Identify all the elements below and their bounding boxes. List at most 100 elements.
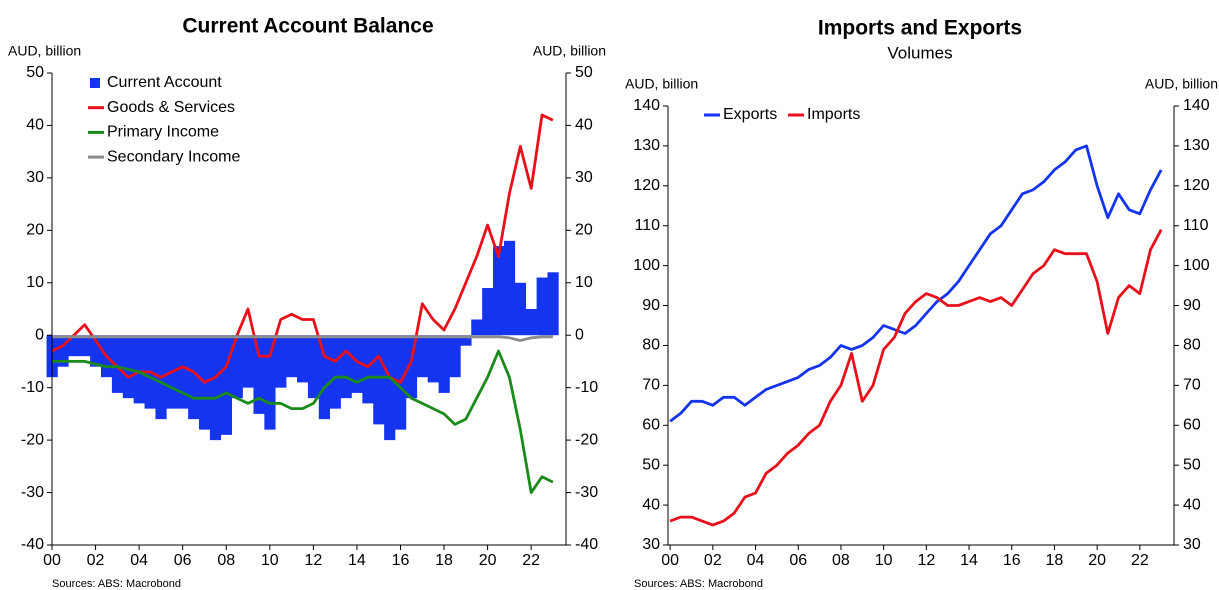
bar [525,309,537,336]
source: Sources: ABS: Macrobond [52,578,181,590]
bar [57,335,69,367]
y2-tick-label: 60 [1183,416,1201,433]
x-tick-label: 22 [1131,552,1149,569]
y2-tick-label: 50 [575,64,593,81]
y2-tick-label: 40 [1183,496,1201,513]
bar [253,335,265,414]
y-tick-label: 20 [26,222,44,239]
y2-axis-label: AUD, billion [533,43,606,59]
y2-tick-label: 40 [575,117,593,134]
x-tick-label: 04 [747,552,765,569]
y2-tick-label: 50 [1183,456,1201,473]
bar [79,335,91,357]
bar [329,335,341,409]
y-tick-label: 0 [35,326,44,343]
y-tick-label: 130 [633,137,660,154]
bar [362,335,374,404]
legend-label: Current Account [107,74,222,91]
y2-tick-label: -20 [575,431,598,448]
y-tick-label: 50 [26,64,44,81]
x-tick-label: 00 [43,552,61,569]
bar [449,335,461,378]
bar [242,335,254,388]
bar [438,335,450,393]
legend-label: Primary Income [107,124,219,141]
bar [373,335,385,425]
bar [493,246,505,336]
x-tick-label: 06 [174,552,192,569]
y-tick-label: -10 [21,379,44,396]
y2-tick-label: -40 [575,536,598,553]
x-tick-label: 08 [832,552,850,569]
bar [297,335,309,383]
y-tick-label: 40 [26,117,44,134]
bar [503,240,516,336]
y2-axis-label: AUD, billion [1145,76,1218,92]
bar [220,335,232,435]
bar [340,335,352,399]
y-tick-label: 60 [642,416,660,433]
y-tick-label: 80 [642,337,660,354]
y2-tick-label: 80 [1183,337,1201,354]
line [52,349,554,494]
y-axis-label: AUD, billion [625,76,698,92]
line [669,144,1163,423]
bar [275,335,287,388]
y-tick-label: 90 [642,297,660,314]
legend-label: Goods & Services [107,99,235,116]
bar [384,335,396,441]
x-tick-label: 12 [304,552,322,569]
bar [547,272,559,336]
y-tick-label: 140 [633,97,660,114]
bar [405,335,418,399]
bar [351,335,363,393]
x-tick-label: 14 [348,552,366,569]
x-tick-label: 20 [1088,552,1106,569]
line [52,335,553,342]
x-tick-label: 02 [87,552,105,569]
y2-tick-label: -30 [575,484,598,501]
y2-tick-label: 30 [1183,536,1201,553]
y-tick-label: -20 [21,431,44,448]
bar [111,335,124,393]
y2-tick-label: 10 [575,274,593,291]
bar [427,335,439,383]
y2-tick-label: 70 [1183,377,1201,394]
bar [122,335,134,399]
y2-tick-label: -10 [575,379,598,396]
x-tick-label: 12 [917,552,935,569]
x-tick-label: 06 [789,552,807,569]
legend-label: Exports [723,106,777,123]
y2-tick-label: 90 [1183,297,1201,314]
y2-tick-label: 0 [575,326,584,343]
source: Sources: ABS: Macrobond [634,578,763,590]
bar [482,288,494,336]
chart-title: Imports and Exports [818,17,1022,40]
x-tick-label: 14 [960,552,978,569]
y-axis-label: AUD, billion [8,43,81,59]
y2-tick-label: 130 [1183,137,1210,154]
y-tick-label: -40 [21,536,44,553]
bar [514,282,527,336]
x-tick-label: 10 [875,552,893,569]
line [51,113,554,384]
bar [318,335,330,420]
y-tick-label: 30 [26,169,44,186]
bar [209,335,222,441]
y-tick-label: 40 [642,496,660,513]
y2-tick-label: 20 [575,222,593,239]
line [669,229,1163,527]
bar [286,335,298,378]
legend-label: Imports [807,106,860,123]
y-tick-label: 100 [633,257,660,274]
x-tick-label: 10 [261,552,279,569]
chart-title: Current Account Balance [182,15,433,38]
y-tick-label: 30 [642,536,660,553]
y-tick-label: 70 [642,377,660,394]
x-tick-label: 02 [704,552,722,569]
bar [133,335,145,404]
x-tick-label: 18 [435,552,453,569]
bar [231,335,243,399]
bar [471,319,483,336]
